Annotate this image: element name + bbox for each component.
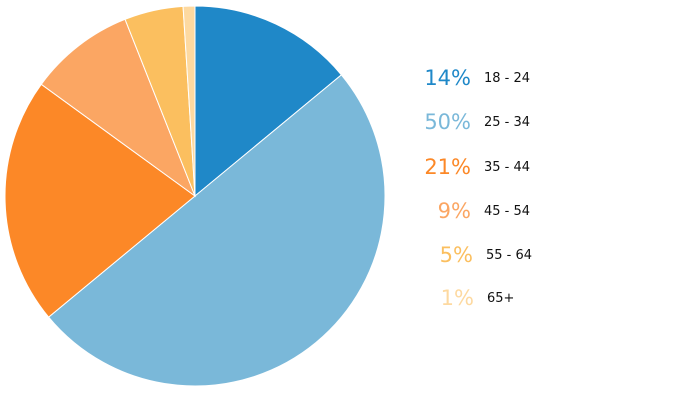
pie-slice-25-34: [47, 74, 386, 387]
legend-item-18-24: 14% 18 - 24: [405, 66, 530, 90]
legend-percent-65-plus: 1%: [440, 286, 474, 310]
legend-label-18-24: 18 - 24: [484, 70, 531, 86]
legend-item-25-34: 50% 25 - 34: [405, 110, 530, 134]
legend-item-35-44: 21% 35 - 44: [405, 155, 530, 179]
pie-slice-65: [182, 5, 196, 197]
legend-label-55-64: 55 - 64: [486, 247, 533, 263]
legend-item-45-54: 9% 45 - 54: [405, 199, 530, 223]
legend-percent-45-54: 9%: [437, 199, 471, 223]
pie-slice-45-54: [40, 18, 197, 198]
legend-item-55-64: 5% 55 - 64: [407, 243, 532, 267]
legend-percent-55-64: 5%: [439, 243, 473, 267]
legend-label-25-34: 25 - 34: [484, 114, 531, 130]
pie-slice-18-24: [194, 5, 343, 198]
legend-percent-18-24: 14%: [424, 66, 471, 90]
pie-slice-35-44: [4, 83, 196, 318]
legend-percent-25-34: 50%: [424, 110, 471, 134]
legend-percent-35-44: 21%: [424, 155, 471, 179]
legend-label-35-44: 35 - 44: [484, 159, 531, 175]
legend-item-65-plus: 1% 65+: [408, 286, 515, 310]
legend-label-45-54: 45 - 54: [484, 203, 531, 219]
legend-label-65-plus: 65+: [487, 290, 515, 306]
